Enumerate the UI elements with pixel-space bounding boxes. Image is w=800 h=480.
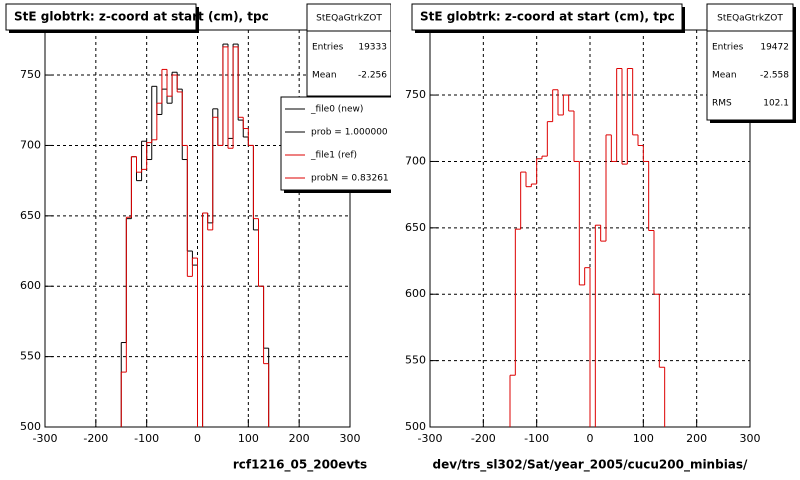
y-tick-label: 500 bbox=[20, 420, 41, 433]
legend-label: _file1 (ref) bbox=[310, 151, 357, 161]
x-tick-label: 200 bbox=[289, 432, 310, 445]
y-tick-label: 750 bbox=[405, 88, 426, 101]
x-tick-label: 200 bbox=[686, 432, 707, 445]
x-tick-label: -200 bbox=[471, 432, 496, 445]
y-tick-label: 700 bbox=[405, 154, 426, 167]
legend-label: prob = 1.000000 bbox=[311, 128, 388, 138]
x-tick-label: -200 bbox=[83, 432, 108, 445]
stats-label: Mean bbox=[712, 71, 737, 81]
y-tick-label: 650 bbox=[405, 221, 426, 234]
stats-group: StEQaGtrkZOT Entries 19472 Mean -2.558 RMS 102… bbox=[706, 3, 796, 123]
legend-label: probN = 0.83261 bbox=[311, 174, 389, 184]
chart-title: StE globtrk: z-coord at start (cm), tpc bbox=[14, 10, 269, 24]
x-tick-label: 0 bbox=[587, 432, 594, 445]
y-tick-label: 600 bbox=[20, 279, 41, 292]
x-tick-label: -300 bbox=[33, 432, 58, 445]
x-tick-label: -100 bbox=[524, 432, 549, 445]
x-tick-label: 300 bbox=[340, 432, 361, 445]
y-tick-label: 750 bbox=[20, 68, 41, 81]
stats-value: 102.1 bbox=[763, 99, 789, 109]
legend-label: _file0 (new) bbox=[310, 105, 363, 115]
stats-value: -2.558 bbox=[760, 71, 789, 81]
histogram-group bbox=[120, 43, 270, 427]
x-tick-label: 100 bbox=[633, 432, 654, 445]
stats-label: Mean bbox=[312, 71, 337, 81]
chart-title: StE globtrk: z-coord at start (cm), tpc bbox=[420, 10, 675, 24]
x-tick-label: -100 bbox=[134, 432, 159, 445]
title-box bbox=[411, 3, 683, 31]
x-tick-label: 300 bbox=[740, 432, 761, 445]
histogram-group bbox=[509, 68, 666, 427]
stats-box bbox=[706, 3, 794, 121]
legend-group: _file0 (new) prob = 1.000000 _file1 (ref) p… bbox=[280, 96, 391, 193]
legend-box bbox=[280, 96, 391, 191]
x-tick-label: -300 bbox=[418, 432, 443, 445]
stats-label: Entries bbox=[312, 43, 344, 53]
stats-box bbox=[306, 3, 391, 97]
y-tick-label: 600 bbox=[405, 287, 426, 300]
x-tick-label: 0 bbox=[194, 432, 201, 445]
title-box bbox=[5, 3, 197, 31]
x-axis-label: rcf1216_05_200evts bbox=[233, 458, 367, 473]
x-tick-label: 100 bbox=[238, 432, 259, 445]
y-tick-label: 700 bbox=[20, 138, 41, 151]
y-tick-label: 550 bbox=[405, 354, 426, 367]
stats-label: RMS bbox=[712, 99, 732, 109]
stats-value: -2.256 bbox=[358, 71, 387, 81]
stats-title: StEQaGtrkZOT bbox=[316, 14, 382, 24]
stats-label: Entries bbox=[712, 43, 744, 53]
y-tick-label: 650 bbox=[20, 209, 41, 222]
stats-title: StEQaGtrkZOT bbox=[717, 14, 783, 24]
y-tick-label: 550 bbox=[20, 350, 41, 363]
stats-group: StEQaGtrkZOT Entries 19333 Mean -2.256 bbox=[306, 3, 391, 99]
stats-value: 19333 bbox=[358, 43, 387, 53]
y-tick-label: 500 bbox=[405, 420, 426, 433]
stats-value: 19472 bbox=[760, 43, 789, 53]
x-axis-label: dev/trs_sl302/Sat/year_2005/cucu200_minb… bbox=[433, 458, 749, 473]
